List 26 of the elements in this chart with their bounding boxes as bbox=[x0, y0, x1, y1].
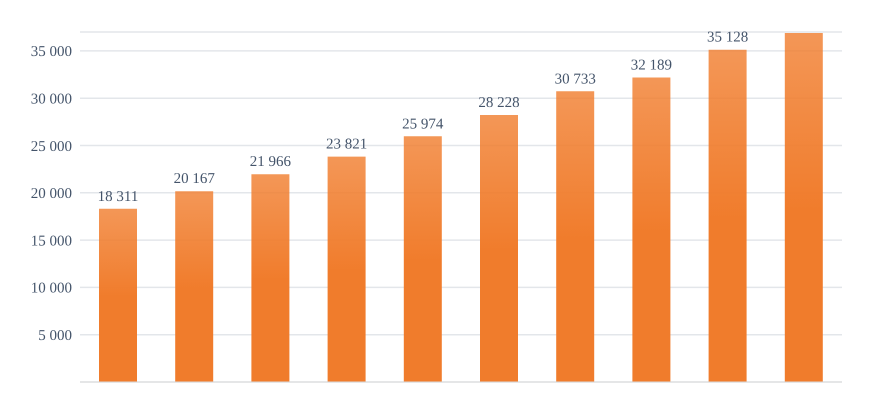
bar bbox=[480, 114, 518, 382]
bar bbox=[404, 136, 442, 382]
data-label: 28 228 bbox=[478, 94, 520, 111]
data-label: 30 733 bbox=[554, 71, 596, 88]
y-tick-label: 5 000 bbox=[38, 328, 72, 344]
data-label: 25 974 bbox=[402, 116, 444, 132]
bar bbox=[784, 32, 823, 382]
bar bbox=[328, 156, 366, 382]
y-tick-label: 15 000 bbox=[30, 233, 72, 250]
y-tick-label: 10 000 bbox=[30, 280, 72, 297]
data-label: 18 311 bbox=[98, 188, 138, 205]
bar bbox=[708, 50, 747, 382]
bar bbox=[556, 91, 594, 382]
data-label: 23 821 bbox=[326, 136, 368, 153]
data-label: 21 966 bbox=[250, 154, 292, 170]
y-tick-label: 35 000 bbox=[30, 44, 72, 60]
data-label: 35 128 bbox=[706, 30, 748, 46]
y-tick-label: 30 000 bbox=[30, 92, 72, 108]
bar bbox=[99, 208, 137, 382]
data-label: 32 189 bbox=[630, 58, 672, 74]
bar bbox=[175, 191, 214, 382]
y-tick-label: 25 000 bbox=[30, 138, 72, 155]
y-tick-label: 20 000 bbox=[30, 186, 72, 202]
data-label: 20 167 bbox=[174, 171, 216, 188]
bar bbox=[632, 78, 670, 382]
bar bbox=[251, 174, 290, 382]
